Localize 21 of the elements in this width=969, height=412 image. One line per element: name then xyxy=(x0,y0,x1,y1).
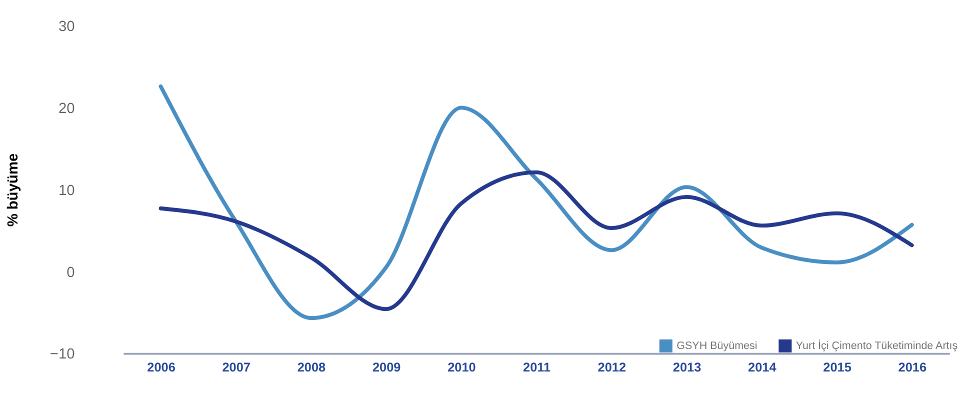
x-tick-label: 2011 xyxy=(523,359,551,374)
legend-label: Yurt İçi Çimento Tüketiminde Artış xyxy=(796,338,958,352)
x-tick-label: 2014 xyxy=(748,359,776,374)
x-tick-label: 2010 xyxy=(448,359,476,374)
y-tick-label: 30 xyxy=(58,19,75,36)
x-tick-label: 2006 xyxy=(147,359,176,374)
x-tick-label: 2016 xyxy=(898,359,927,374)
line-series xyxy=(158,84,914,320)
x-tick-label: 2012 xyxy=(598,359,626,374)
y-axis-title: % büyüme xyxy=(6,153,22,227)
x-tick-label: 2007 xyxy=(222,359,250,374)
y-tick-label: −10 xyxy=(50,346,75,363)
y-tick-label: 20 xyxy=(58,101,75,118)
line-series xyxy=(158,170,914,312)
y-tick-label: 10 xyxy=(58,182,75,199)
y-tick-label: 0 xyxy=(66,264,75,281)
legend-label: GSYH Büyümesi xyxy=(676,340,758,352)
x-tick-label: 2013 xyxy=(672,359,702,374)
x-tick-label: 2008 xyxy=(297,359,326,374)
x-tick-label: 2015 xyxy=(823,359,852,374)
x-tick-label: 2009 xyxy=(372,359,401,374)
